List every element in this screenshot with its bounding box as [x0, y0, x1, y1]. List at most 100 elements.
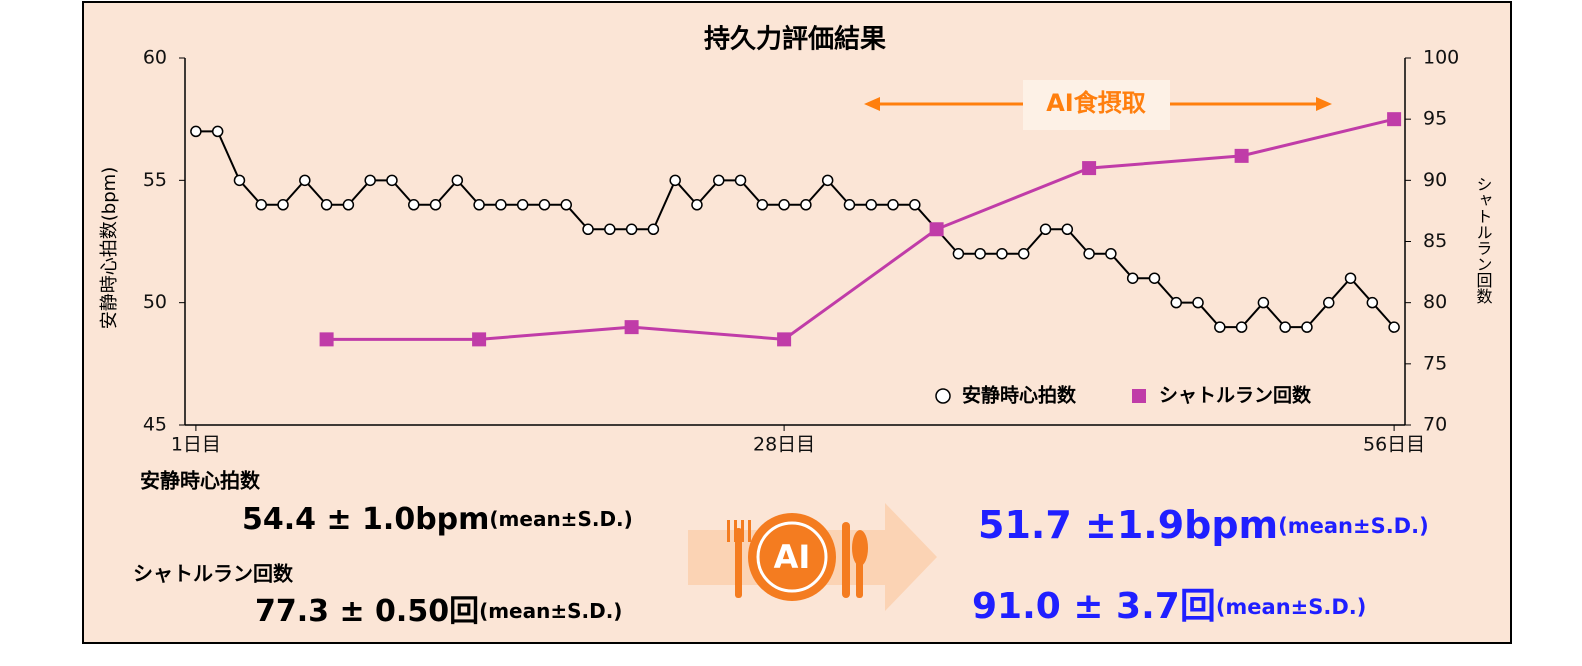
point [625, 223, 638, 236]
point [843, 199, 856, 211]
summary-note: (mean±S.D.) [479, 599, 622, 623]
series-line [326, 117, 1395, 341]
legend-marker [935, 388, 951, 404]
point [624, 320, 639, 335]
point [299, 174, 311, 187]
point [495, 199, 507, 211]
point [473, 199, 485, 211]
point [865, 199, 877, 211]
y2-tick-label: 70 [1423, 414, 1447, 436]
point [974, 247, 986, 260]
summary-value-text: 77.3 ± 0.50回 [255, 594, 479, 629]
point [386, 174, 398, 187]
summary-value: 91.0 ± 3.7回(mean±S.D.) [972, 586, 1366, 627]
point [929, 222, 944, 237]
point [777, 332, 792, 347]
point [1170, 296, 1182, 309]
point [319, 332, 334, 347]
y2-tick-label: 90 [1423, 169, 1447, 191]
y2-tick-label: 85 [1423, 230, 1447, 252]
point [255, 199, 267, 211]
summary-value-text: 91.0 ± 3.7回 [972, 586, 1216, 627]
point [190, 125, 202, 138]
point [1301, 321, 1313, 333]
y2-tick-label: 95 [1423, 108, 1447, 130]
point [1105, 247, 1117, 260]
point [887, 199, 899, 211]
point [538, 199, 551, 211]
point [604, 223, 616, 236]
point [909, 199, 921, 211]
point [277, 199, 289, 211]
point [1344, 272, 1357, 284]
point [778, 199, 790, 211]
point [821, 174, 834, 187]
point [734, 174, 747, 187]
legend-marker [1132, 389, 1146, 403]
y-tick-label: 50 [143, 291, 167, 313]
point [1082, 161, 1097, 176]
point [1083, 247, 1095, 260]
point [1323, 296, 1335, 309]
point [1126, 272, 1139, 284]
point [364, 174, 376, 187]
chart-title: 持久力評価結果 [704, 24, 886, 55]
point [1039, 223, 1052, 236]
summary-value: 77.3 ± 0.50回(mean±S.D.) [255, 594, 622, 629]
summary-note: (mean±S.D.) [489, 507, 632, 531]
point [1279, 321, 1291, 333]
y-axis-label: 安静時心拍数(bpm) [99, 167, 120, 329]
point [211, 125, 224, 138]
point [1018, 247, 1030, 260]
annotation: AI食摂取 [1046, 89, 1146, 117]
point [1234, 148, 1249, 163]
point [429, 199, 442, 211]
x-tick-label: 56日目 [1363, 434, 1425, 456]
x-tick-label: 1日目 [171, 434, 221, 456]
point [800, 199, 812, 211]
y-tick-label: 60 [143, 47, 167, 69]
point [1235, 321, 1248, 333]
point [756, 199, 769, 211]
summary-label: シャトルラン回数 [133, 562, 294, 586]
point [1061, 223, 1074, 236]
summary-value-text: 54.4 ± 1.0bpm [242, 502, 489, 537]
y-tick-label: 45 [143, 414, 167, 436]
y2-tick-label: 80 [1423, 291, 1447, 313]
y2-tick-label: 100 [1423, 47, 1459, 69]
point [1388, 321, 1400, 333]
x-tick-label: 28日目 [753, 434, 815, 456]
point [952, 247, 965, 260]
summary-note: (mean±S.D.) [1216, 595, 1367, 619]
y2-tick-label: 75 [1423, 352, 1447, 374]
y2-axis-label: シャトルラン回数 [1474, 176, 1493, 304]
point [996, 247, 1008, 260]
ai-icon [688, 503, 937, 611]
point [342, 199, 355, 211]
point [1387, 112, 1402, 127]
legend-label: 安静時心拍数 [962, 384, 1077, 407]
summary-value-text: 51.7 ±1.9bpm [978, 503, 1278, 547]
legend-label: シャトルラン回数 [1159, 384, 1312, 407]
summary-note: (mean±S.D.) [1278, 514, 1429, 538]
point [669, 174, 681, 187]
point [472, 332, 487, 347]
point [408, 199, 420, 211]
y-tick-label: 55 [143, 169, 167, 191]
point [320, 199, 333, 211]
annotation-box [1023, 80, 1170, 130]
point [1192, 296, 1204, 309]
point [516, 199, 529, 211]
ai-icon-text: AI [774, 538, 811, 576]
point [233, 174, 246, 187]
summary-value: 54.4 ± 1.0bpm(mean±S.D.) [242, 502, 633, 537]
point [691, 199, 703, 211]
point [1214, 321, 1226, 333]
point [560, 199, 572, 211]
point [713, 174, 725, 187]
point [582, 223, 594, 236]
point [451, 174, 464, 187]
point [1257, 296, 1270, 309]
point [647, 223, 660, 236]
